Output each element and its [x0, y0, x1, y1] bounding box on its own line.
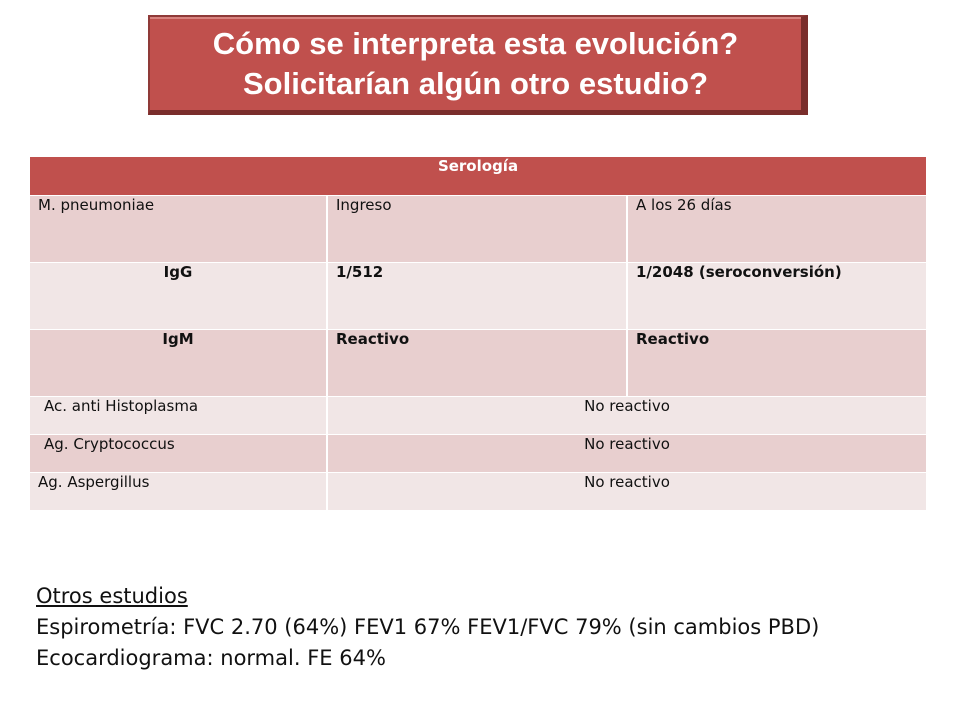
other-studies: Otros estudios Espirometría: FVC 2.70 (6…	[36, 581, 819, 674]
table-row: Ag. Cryptococcus No reactivo	[28, 434, 929, 473]
table-row: IgM Reactivo Reactivo	[28, 329, 929, 397]
table-cell: Ag. Cryptococcus	[28, 434, 328, 473]
table-cell: Ac. anti Histoplasma	[28, 396, 328, 435]
echocardiogram-line: Ecocardiograma: normal. FE 64%	[36, 646, 386, 670]
table-row: Ag. Aspergillus No reactivo	[28, 472, 929, 511]
slide-title-box: Cómo se interpreta esta evolución? Solic…	[148, 15, 808, 115]
table-cell: M. pneumoniae	[28, 195, 328, 263]
table-cell: IgM	[28, 329, 328, 397]
table-row: Ac. anti Histoplasma No reactivo	[28, 396, 929, 435]
title-line-2: Solicitarían algún otro estudio?	[242, 65, 709, 101]
table-cell: Ingreso	[326, 195, 628, 263]
spirometry-line: Espirometría: FVC 2.70 (64%) FEV1 67% FE…	[36, 615, 820, 639]
title-line-1: Cómo se interpreta esta evolución?	[212, 25, 739, 61]
table-cell: A los 26 días	[625, 195, 929, 263]
table-cell: Reactivo	[326, 329, 628, 397]
table-cell: 1/2048 (seroconversión)	[625, 262, 929, 330]
table-cell: 1/512	[326, 262, 628, 330]
table-cell: No reactivo	[325, 396, 929, 435]
table-header: Serología	[27, 157, 929, 196]
table-row: M. pneumoniae Ingreso A los 26 días	[28, 195, 929, 263]
table-row: IgG 1/512 1/2048 (seroconversión)	[28, 262, 929, 330]
table-cell: No reactivo	[325, 434, 929, 473]
serology-table: Serología M. pneumoniae Ingreso A los 26…	[27, 157, 929, 511]
table-cell: Ag. Aspergillus	[28, 472, 328, 511]
other-studies-heading: Otros estudios	[36, 584, 188, 608]
table-cell: Reactivo	[625, 329, 929, 397]
table-cell: No reactivo	[325, 472, 929, 511]
table-header-row: Serología	[27, 157, 929, 196]
table-cell: IgG	[28, 262, 328, 330]
